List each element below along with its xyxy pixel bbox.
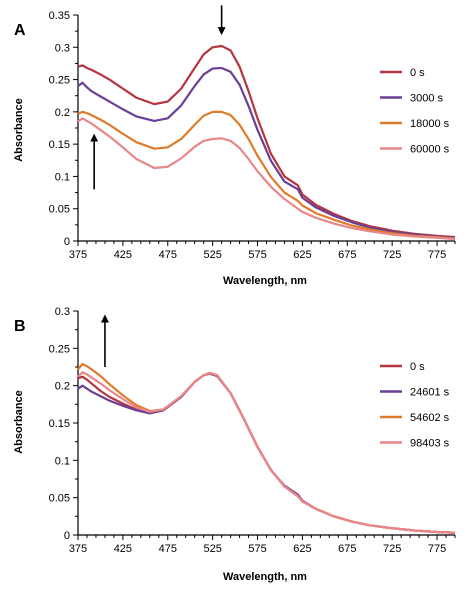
panel-label: A (14, 22, 26, 39)
x-tick-label: 725 (383, 249, 401, 261)
x-tick-label: 675 (338, 249, 356, 261)
y-tick-label: 0.3 (55, 42, 70, 54)
y-tick-label: 0.1 (55, 455, 70, 467)
x-tick-label: 575 (248, 543, 266, 555)
legend-label: 18000 s (410, 118, 450, 130)
x-tick-label: 425 (114, 543, 132, 555)
y-tick-label: 0 (64, 530, 70, 542)
series-line-3 (77, 371, 456, 534)
y-axis-title: Absorbance (13, 98, 25, 162)
x-tick-label: 775 (428, 543, 446, 555)
legend-label: 60000 s (410, 144, 450, 156)
y-tick-label: 0.15 (49, 418, 70, 430)
legend-label: 0 s (410, 361, 425, 373)
legend-label: 3000 s (410, 93, 444, 105)
x-tick-label: 525 (203, 543, 221, 555)
y-tick-label: 0.3 (55, 306, 70, 318)
legend-label: 54602 s (410, 412, 450, 424)
legend-label: 24601 s (410, 387, 450, 399)
legend-label: 0 s (410, 67, 425, 79)
panel-label: B (14, 318, 26, 335)
y-tick-label: 0.25 (49, 75, 70, 87)
series-line-0 (77, 44, 456, 239)
panel-a: A Absorbance Wavelength, nm 0 0.05 0.1 0.15… (13, 5, 456, 287)
panel-b: B Absorbance Wavelength, nm 0 0.05 0.1 0.15… (13, 306, 456, 583)
x-axis-title: Wavelength, nm (223, 275, 307, 287)
y-tick-label: 0.2 (55, 381, 70, 393)
x-tick-label: 425 (114, 249, 132, 261)
y-tick-label: 0.1 (55, 171, 70, 183)
x-tick-label: 675 (338, 543, 356, 555)
series-line-3 (77, 117, 456, 241)
x-tick-label: 525 (203, 249, 221, 261)
series-line-1 (77, 66, 456, 239)
y-tick-label: 0 (64, 236, 70, 248)
x-tick-label: 625 (293, 543, 311, 555)
x-tick-label: 725 (383, 543, 401, 555)
y-tick-label: 0.2 (55, 107, 70, 119)
x-tick-label: 775 (428, 249, 446, 261)
y-axis-title: Absorbance (13, 390, 25, 454)
series-line-0 (77, 372, 456, 534)
x-tick-label: 375 (69, 249, 87, 261)
series-line-2 (77, 362, 456, 534)
y-tick-label: 0.15 (49, 139, 70, 151)
series-line-1 (77, 372, 456, 534)
x-tick-label: 375 (69, 543, 87, 555)
y-tick-label: 0.05 (49, 493, 70, 505)
x-tick-label: 475 (159, 249, 177, 261)
x-tick-label: 625 (293, 249, 311, 261)
y-tick-label: 0.25 (49, 343, 70, 355)
x-axis-title: Wavelength, nm (223, 571, 307, 583)
x-tick-label: 575 (248, 249, 266, 261)
legend-label: 98403 s (410, 438, 450, 450)
y-tick-label: 0.05 (49, 204, 70, 216)
series-line-2 (77, 110, 456, 240)
x-tick-label: 475 (159, 543, 177, 555)
y-tick-label: 0.35 (49, 10, 70, 22)
